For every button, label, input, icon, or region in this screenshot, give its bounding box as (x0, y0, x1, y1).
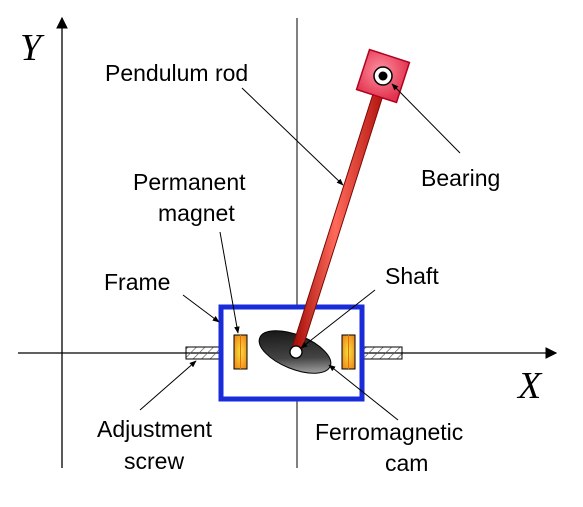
y-axis-label: Y (20, 27, 45, 69)
leader-bearing (391, 83, 461, 154)
label-adjustment-screw-2: screw (124, 448, 184, 474)
label-ferromagnetic-cam-2: cam (385, 450, 428, 476)
label-bearing: Bearing (421, 165, 500, 191)
permanent-magnet-right (341, 334, 356, 370)
x-axis-label: X (516, 365, 543, 407)
label-ferromagnetic-cam-1: Ferromagnetic (315, 419, 463, 445)
label-pendulum-rod: Pendulum rod (105, 60, 248, 86)
bearing-center (378, 71, 388, 81)
leader-adjustment-screw (139, 360, 197, 411)
leader-ferromagnetic-cam (328, 364, 399, 421)
label-permanent-magnet-1: Permanent (133, 169, 246, 195)
leader-permanent-magnet (219, 231, 240, 334)
label-shaft: Shaft (385, 263, 439, 289)
label-frame: Frame (104, 269, 170, 295)
label-permanent-magnet-2: magnet (158, 200, 235, 226)
pendulum-rod (291, 74, 388, 357)
label-adjustment-screw-1: Adjustment (97, 416, 213, 442)
permanent-magnet-left (233, 334, 248, 370)
adjustment-screw-right (363, 346, 403, 360)
shaft (289, 345, 303, 359)
leader-shaft (300, 289, 376, 349)
leader-pendulum-rod (241, 87, 344, 186)
leader-frame (182, 294, 220, 323)
adjustment-screw-left (185, 346, 223, 360)
